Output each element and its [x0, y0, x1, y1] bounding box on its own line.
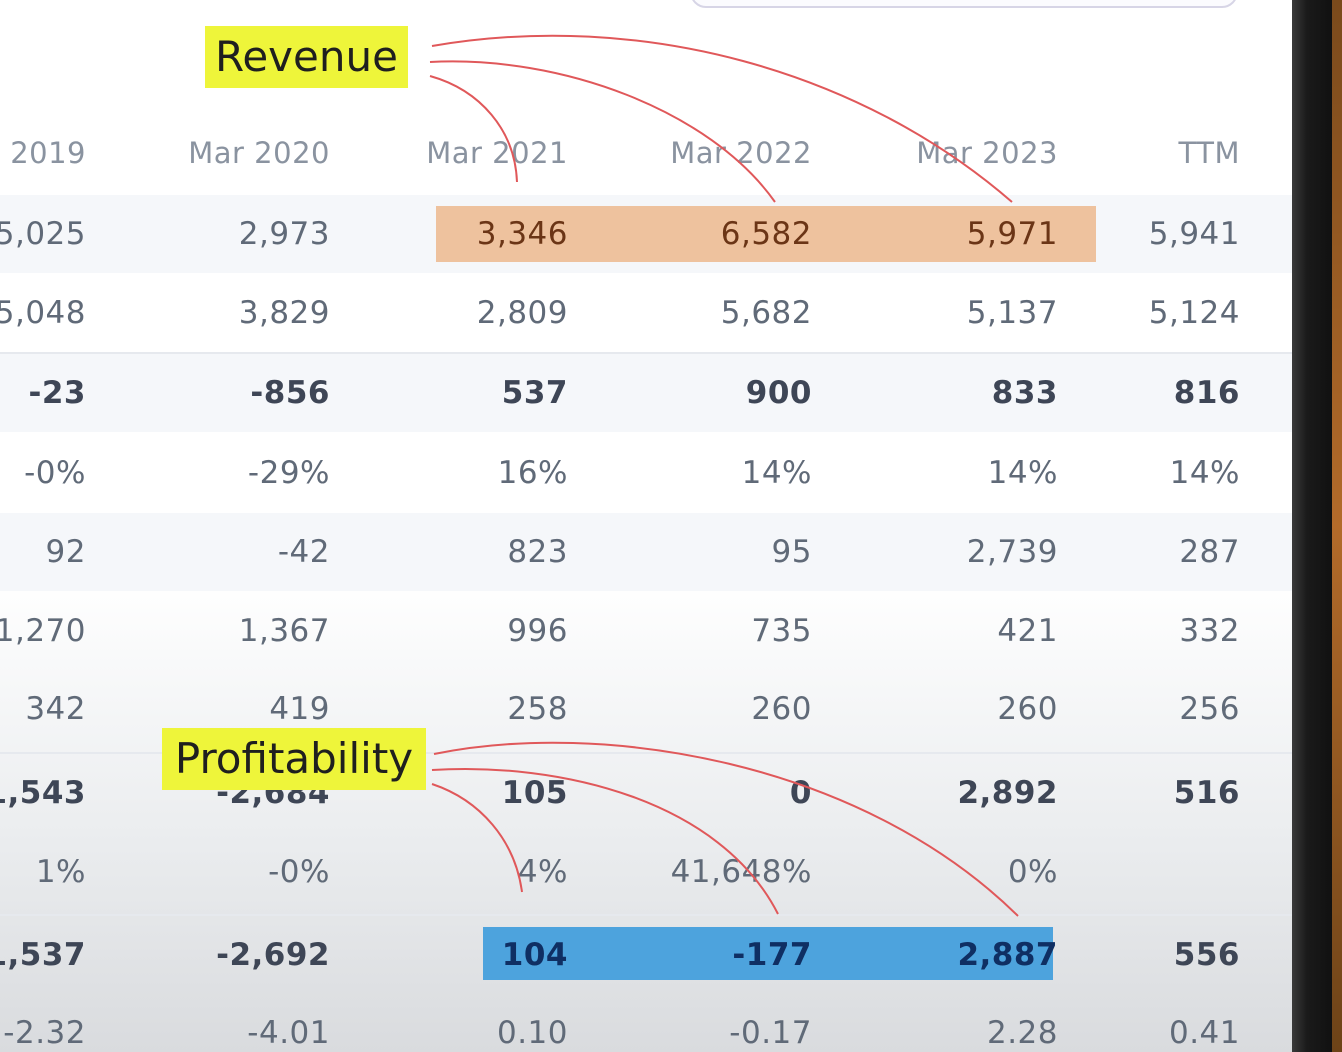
table-cell: 2,892 — [957, 775, 1058, 811]
table-row: 1% -0% 4% 41,648% 0% — [0, 833, 1292, 911]
column-header: Mar 2022 — [670, 136, 812, 170]
table-cell: -4.01 — [247, 1015, 330, 1051]
table-cell: 5,124 — [1148, 295, 1240, 331]
table-cell: 5,048 — [0, 295, 86, 331]
table-cell: 1,270 — [0, 613, 86, 649]
table-row: -23 -856 537 900 833 816 — [0, 352, 1292, 432]
table-cell: -23 — [28, 375, 86, 411]
table-cell: 833 — [991, 375, 1058, 411]
table-cell: 537 — [501, 375, 568, 411]
table-cell: 823 — [507, 534, 568, 570]
table-cell: 14% — [1169, 455, 1240, 491]
column-header: 2019 — [10, 136, 86, 170]
table-row: 5,025 2,973 3,346 6,582 5,971 5,941 — [0, 195, 1292, 273]
table-cell: 256 — [1179, 691, 1240, 727]
table-cell: 556 — [1173, 937, 1240, 973]
table-cell: 0.41 — [1168, 1015, 1240, 1051]
table-cell: 95 — [771, 534, 812, 570]
table-cell: 421 — [997, 613, 1058, 649]
table-cell: 2,809 — [476, 295, 568, 331]
table-cell: 0.10 — [496, 1015, 568, 1051]
table-cell: 287 — [1179, 534, 1240, 570]
table-cell: -0% — [24, 455, 86, 491]
table-cell: 419 — [269, 691, 330, 727]
table-cell — [1040, 833, 1240, 911]
table-row: -2.32 -4.01 0.10 -0.17 2.28 0.41 — [0, 994, 1292, 1052]
table-row: 1,537 -2,692 104 -177 2,887 556 — [0, 914, 1292, 994]
revenue-annotation-label: Revenue — [205, 26, 408, 88]
table-cell: 0 — [789, 775, 812, 811]
table-cell: 1,367 — [238, 613, 330, 649]
table-cell: -42 — [277, 534, 330, 570]
profitability-highlight-bar — [483, 927, 1053, 980]
table-header-row: 2019 Mar 2020 Mar 2021 Mar 2022 Mar 2023… — [0, 128, 1292, 178]
table-cell: 1,543 — [0, 775, 86, 811]
table-cell: 104 — [501, 937, 568, 973]
table-cell: 92 — [45, 534, 86, 570]
table-cell: 3,829 — [238, 295, 330, 331]
table-row: 92 -42 823 95 2,739 287 — [0, 513, 1292, 591]
table-cell: 5,025 — [0, 216, 86, 252]
table-cell: 735 — [751, 613, 812, 649]
table-row: 1,270 1,367 996 735 421 332 — [0, 592, 1292, 670]
table-cell: -856 — [250, 375, 330, 411]
table-cell: 16% — [497, 455, 568, 491]
table-cell: 41,648% — [670, 854, 812, 890]
column-header: Mar 2021 — [426, 136, 568, 170]
table-cell: 2,973 — [238, 216, 330, 252]
bezel-accent — [1332, 0, 1342, 1052]
table-cell: 996 — [507, 613, 568, 649]
table-cell: 2,739 — [966, 534, 1058, 570]
table-cell: 6,582 — [720, 216, 812, 252]
table-cell: 258 — [507, 691, 568, 727]
table-cell: 5,137 — [966, 295, 1058, 331]
search-box[interactable] — [690, 0, 1238, 8]
table-cell: -0.17 — [729, 1015, 812, 1051]
table-cell: -29% — [247, 455, 330, 491]
table-cell: -177 — [732, 937, 812, 973]
table-row: 5,048 3,829 2,809 5,682 5,137 5,124 — [0, 274, 1292, 352]
table-cell: 260 — [997, 691, 1058, 727]
table-cell: -0% — [268, 854, 330, 890]
table-cell: 1,537 — [0, 937, 86, 973]
table-cell: 0% — [1007, 854, 1058, 890]
column-header: TTM — [1178, 136, 1240, 170]
table-cell: 516 — [1173, 775, 1240, 811]
table-cell: 332 — [1179, 613, 1240, 649]
table-cell: 2.28 — [986, 1015, 1058, 1051]
table-cell: 3,346 — [476, 216, 568, 252]
table-row: 342 419 258 260 260 256 — [0, 670, 1292, 748]
table-cell: 816 — [1173, 375, 1240, 411]
profitability-annotation-label: Profitability — [162, 728, 426, 790]
table-cell: 14% — [987, 455, 1058, 491]
table-cell: 1% — [35, 854, 86, 890]
column-header: Mar 2023 — [916, 136, 1058, 170]
table-cell: 900 — [745, 375, 812, 411]
column-header: Mar 2020 — [188, 136, 330, 170]
table-cell: -2,692 — [216, 937, 330, 973]
table-cell: 5,682 — [720, 295, 812, 331]
table-row: -0% -29% 16% 14% 14% 14% — [0, 434, 1292, 512]
table-cell: 5,971 — [966, 216, 1058, 252]
table-cell: 5,941 — [1148, 216, 1240, 252]
table-cell: 4% — [517, 854, 568, 890]
table-cell: 342 — [25, 691, 86, 727]
table-cell: 2,887 — [957, 937, 1058, 973]
table-cell: -2.32 — [3, 1015, 86, 1051]
table-cell: 260 — [751, 691, 812, 727]
table-cell: 14% — [741, 455, 812, 491]
